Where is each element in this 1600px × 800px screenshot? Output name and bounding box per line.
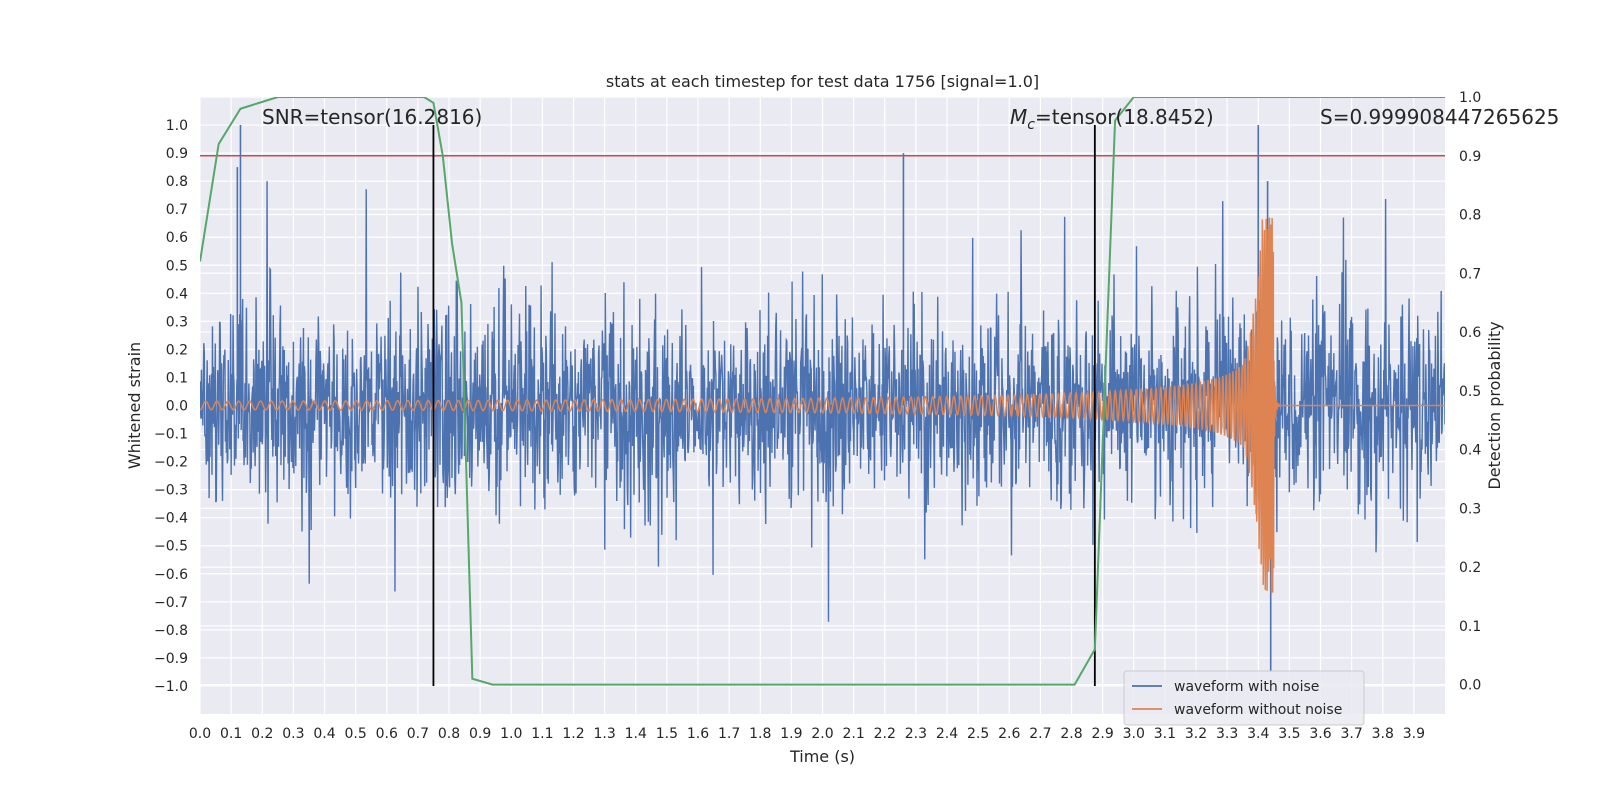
y-right-tick-label: 0.2	[1459, 560, 1481, 576]
y-tick-label: −0.1	[154, 427, 188, 443]
mc-value: =tensor(18.8452)	[1035, 105, 1214, 129]
y-right-tick-label: 0.0	[1459, 678, 1481, 694]
x-tick-label: 0.6	[376, 726, 398, 742]
y-tick-label: −0.8	[154, 623, 188, 639]
x-tick-label: 0.1	[220, 726, 242, 742]
x-tick-label: 2.9	[1091, 726, 1113, 742]
y-right-tick-label: 0.4	[1459, 443, 1481, 459]
legend: waveform with noise waveform without noi…	[1123, 670, 1365, 726]
x-tick-label: 0.2	[251, 726, 273, 742]
y-tick-label: 0.1	[166, 370, 188, 386]
y-tick-label: 0.4	[166, 286, 188, 302]
x-tick-label: 3.6	[1309, 726, 1331, 742]
x-axis-label: Time (s)	[789, 747, 855, 766]
y-tick-label: 0.0	[166, 399, 188, 415]
x-tick-label: 2.7	[1029, 726, 1051, 742]
x-tick-label: 0.0	[189, 726, 211, 742]
x-tick-label: 0.3	[282, 726, 304, 742]
y-right-tick-label: 0.3	[1459, 501, 1481, 517]
x-tick-label: 0.5	[344, 726, 366, 742]
x-tick-label: 2.0	[811, 726, 833, 742]
x-tick-label: 1.7	[718, 726, 740, 742]
score-annotation: S=0.999908447265625	[1320, 105, 1559, 129]
y-tick-label: −0.4	[154, 511, 188, 527]
y-tick-label: −0.5	[154, 539, 188, 555]
x-tick-label: 3.0	[1123, 726, 1145, 742]
y-axis-right-label: Detection probability	[1485, 321, 1504, 489]
x-tick-label: 1.8	[749, 726, 771, 742]
x-tick-label: 3.1	[1154, 726, 1176, 742]
y-tick-label: 0.7	[166, 202, 188, 218]
y-right-tick-label: 0.1	[1459, 619, 1481, 635]
y-tick-label: 0.5	[166, 258, 188, 274]
y-right-tick-label: 0.5	[1459, 384, 1481, 400]
y-tick-label: 0.3	[166, 314, 188, 330]
x-tick-label: 2.1	[842, 726, 864, 742]
x-tick-label: 3.7	[1340, 726, 1362, 742]
chart-title: stats at each timestep for test data 175…	[606, 72, 1039, 91]
x-tick-label: 3.5	[1278, 726, 1300, 742]
x-tick-label: 0.7	[407, 726, 429, 742]
x-tick-label: 1.0	[500, 726, 522, 742]
y-axis-left-ticks: 1.0 0.9 0.8 0.7 0.6 0.5 0.4 0.3 0.2 0.1 0.0 −0.1 −0.…	[154, 118, 188, 695]
y-tick-label: 0.6	[166, 230, 188, 246]
x-tick-label: 3.4	[1247, 726, 1269, 742]
y-right-tick-label: 0.9	[1459, 149, 1481, 165]
x-tick-label: 0.9	[469, 726, 491, 742]
legend-entry-noise: waveform with noise	[1174, 679, 1319, 695]
x-tick-label: 1.9	[780, 726, 802, 742]
mc-symbol: M	[1010, 105, 1027, 129]
x-tick-label: 2.2	[874, 726, 896, 742]
series-waveform-without-noise	[200, 217, 1445, 594]
y-tick-label: 0.8	[166, 174, 188, 190]
y-tick-label: −0.9	[154, 651, 188, 667]
y-axis-label: Whitened strain	[125, 342, 144, 469]
y-right-tick-label: 0.6	[1459, 325, 1481, 341]
y-tick-label: 0.9	[166, 146, 188, 162]
data-layer	[200, 97, 1445, 686]
x-tick-label: 1.5	[656, 726, 678, 742]
x-tick-label: 1.4	[625, 726, 647, 742]
x-tick-label: 3.2	[1185, 726, 1207, 742]
x-tick-label: 0.8	[438, 726, 460, 742]
x-tick-label: 0.4	[313, 726, 335, 742]
x-tick-label: 1.3	[593, 726, 615, 742]
series-detection-probability	[200, 97, 1445, 686]
y-tick-label: −0.7	[154, 595, 188, 611]
y-tick-label: 1.0	[166, 118, 188, 134]
snr-annotation: SNR=tensor(16.2816)	[262, 105, 482, 129]
y-tick-label: 0.2	[166, 342, 188, 358]
plot-lines	[200, 97, 1445, 686]
x-tick-label: 2.5	[967, 726, 989, 742]
x-tick-label: 1.6	[687, 726, 709, 742]
y-axis-right-ticks: 1.0 0.9 0.8 0.7 0.6 0.5 0.4 0.3 0.2 0.1 0.0	[1459, 90, 1481, 694]
y-tick-label: −0.3	[154, 483, 188, 499]
x-tick-label: 1.2	[562, 726, 584, 742]
x-tick-label: 3.9	[1403, 726, 1425, 742]
y-tick-label: −1.0	[154, 679, 188, 695]
y-right-tick-label: 0.7	[1459, 266, 1481, 282]
legend-box	[1123, 670, 1365, 726]
x-axis-ticks: 0.0 0.1 0.2 0.3 0.4 0.5 0.6 0.7 0.8 0.9 1.0 1.1 1.2 1…	[189, 726, 1425, 742]
y-right-tick-label: 1.0	[1459, 90, 1481, 106]
y-tick-label: −0.6	[154, 567, 188, 583]
mc-subscript: c	[1027, 117, 1035, 133]
x-tick-label: 2.8	[1060, 726, 1082, 742]
y-tick-label: −0.2	[154, 455, 188, 471]
x-tick-label: 2.6	[998, 726, 1020, 742]
chirp-mass-annotation: Mc=tensor(18.8452)	[1010, 105, 1214, 133]
x-tick-label: 3.3	[1216, 726, 1238, 742]
y-right-tick-label: 0.8	[1459, 208, 1481, 224]
x-tick-label: 3.8	[1372, 726, 1394, 742]
x-tick-label: 2.3	[905, 726, 927, 742]
legend-entry-template: waveform without noise	[1174, 702, 1342, 718]
x-tick-label: 1.1	[531, 726, 553, 742]
x-tick-label: 2.4	[936, 726, 958, 742]
